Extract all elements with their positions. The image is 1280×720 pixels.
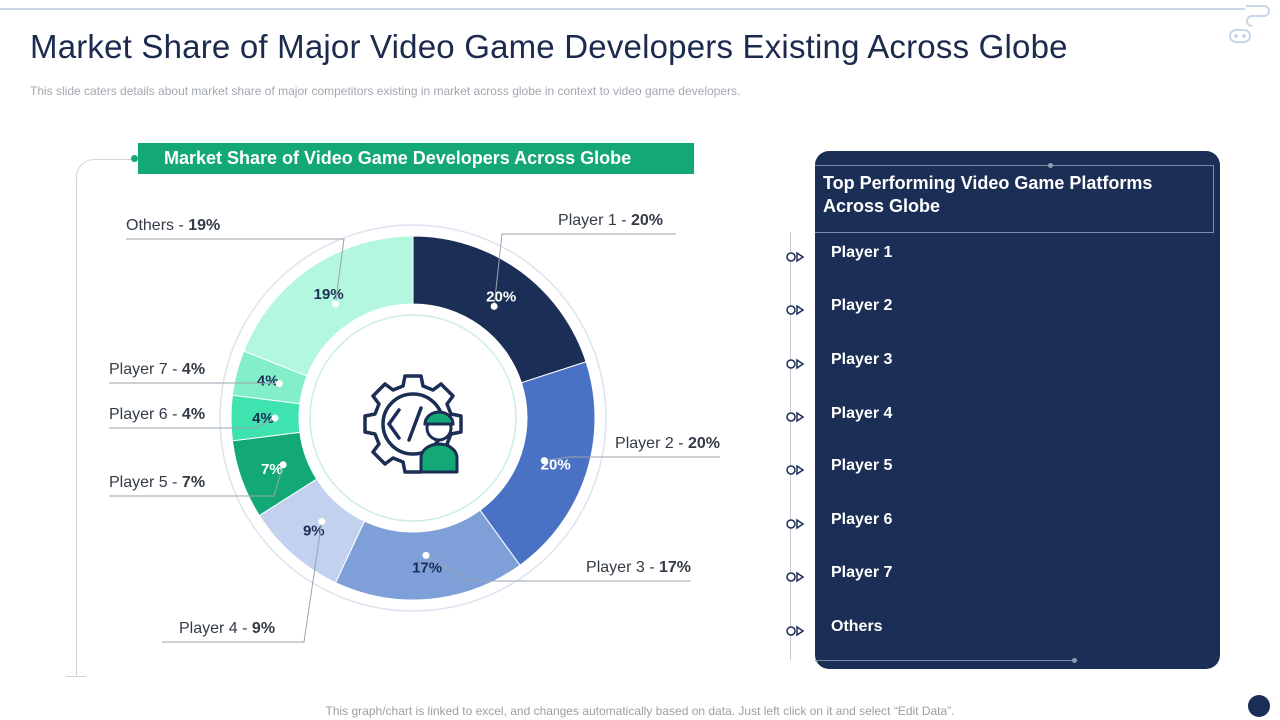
slice-value-label: 19% [314,286,344,303]
slice-value-label: 17% [412,559,442,576]
leader-dot [422,551,430,559]
slice-name-label: Player 7 - 4% [109,361,205,378]
label-leader-line [544,456,720,462]
label-leader-line [109,464,284,497]
circle-arrow-icon [786,358,805,370]
list-item: Player 1 [831,244,893,261]
slice-value-label: 4% [257,373,279,390]
donut-slices: 20%20%17%9%7%4%4%19% [230,235,596,601]
slice-name-label: Player 6 - 4% [109,406,205,423]
slice-value-label: 20% [541,456,571,473]
slice-value-label: 4% [252,410,274,427]
chart-title: Market Share of Video Game Developers Ac… [138,143,694,174]
circle-arrow-icon [786,411,805,423]
platforms-panel [815,151,1220,669]
list-item: Player 5 [831,457,893,474]
list-rail [790,232,791,660]
circle-arrow-icon [786,464,805,476]
page-indicator [1248,695,1270,717]
leader-dot [279,461,287,469]
donut-chart: 20%20%17%9%7%4%4%19% Player 1 - 20%Playe… [109,212,720,643]
circle-arrow-icon [786,571,805,583]
donut-outer-ring [219,224,607,612]
panel-title: Top Performing Video Game Platforms Acro… [823,173,1153,216]
label-leader-line [162,521,323,643]
leader-dot [318,518,326,526]
donut-inner-ring [309,314,517,522]
label-leader-line [126,238,345,304]
list-item: Player 6 [831,511,893,528]
top-rule [0,8,1245,10]
slice-name-label: Player 5 - 7% [109,474,205,491]
leader-dot [540,457,548,465]
page-subtitle: This slide caters details about market s… [30,84,741,98]
panel-bottom-line [815,660,1075,661]
page-title: Market Share of Major Video Game Develop… [30,28,1068,65]
leader-dot [490,302,498,310]
left-bracket [76,159,134,677]
slice-name-label: Player 3 - 17% [586,559,691,576]
label-leader-line [109,417,276,429]
leader-dot [275,380,283,388]
label-leader-line [425,554,691,582]
slice-name-label: Player 1 - 20% [558,212,663,229]
panel-frame-dot [1048,163,1053,168]
label-leader-line [493,233,676,307]
slice-name-label: Player 2 - 20% [615,435,720,452]
circle-arrow-icon [786,251,805,263]
developer-gear-code-icon [363,374,463,474]
list-item: Player 2 [831,297,893,314]
list-item: Player 4 [831,405,893,422]
circle-arrow-icon [786,625,805,637]
slice-value-label: 20% [486,289,516,306]
donut-slice [243,235,414,377]
leader-dot [271,414,279,422]
footer-note: This graph/chart is linked to excel, and… [325,704,955,718]
slice-value-label: 7% [261,461,283,478]
left-bracket-foot [66,676,86,677]
list-item: Player 3 [831,351,893,368]
panel-bottom-dot [1072,658,1077,663]
list-item: Player 7 [831,564,893,581]
label-leader-line [109,382,280,385]
slice-name-label: Others - 19% [126,217,220,234]
gamepad-icon [1229,5,1270,43]
list-item: Others [831,618,883,635]
circle-arrow-icon [786,518,805,530]
banner-dot [131,155,138,162]
circle-arrow-icon [786,304,805,316]
leader-dot [331,300,339,308]
label-leaders: Player 1 - 20% Player 2 - 20% Player 3 - 1… [109,212,720,643]
slice-name-label: Player 4 - 9% [179,620,275,637]
